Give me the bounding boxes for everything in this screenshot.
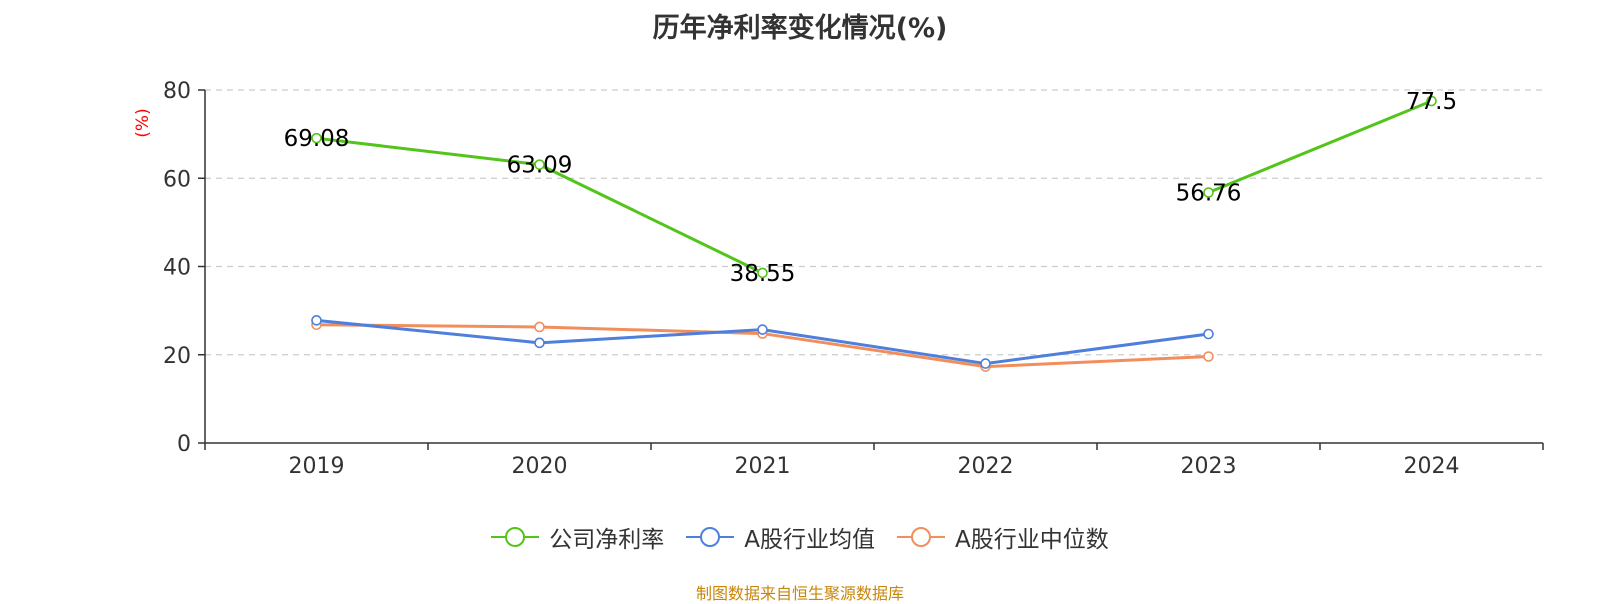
data-point — [1426, 95, 1437, 107]
data-label: 77.5 — [1406, 89, 1457, 115]
legend-marker — [700, 527, 721, 547]
data-label: 38.55 — [730, 261, 796, 287]
data-point — [757, 267, 768, 279]
data-label: 63.09 — [507, 153, 573, 179]
legend-swatch — [897, 527, 945, 547]
y-tick-label: 0 — [177, 432, 191, 457]
data-point — [1203, 351, 1214, 362]
grid-lines — [205, 89, 1543, 356]
x-tick-label: 2020 — [512, 454, 568, 479]
data-point — [534, 337, 545, 349]
data-labels: 69.08 63.09 38.55 56.76 77.5 — [284, 89, 1458, 287]
y-tick-label: 20 — [163, 344, 191, 369]
legend-swatch — [491, 527, 540, 547]
x-tick-label: 2022 — [958, 454, 1014, 479]
data-label: 56.76 — [1176, 181, 1242, 207]
legend-label: A股行业均值 — [744, 527, 875, 553]
data-point — [311, 315, 322, 326]
series-1 — [311, 315, 1214, 369]
data-point — [534, 321, 545, 333]
series-0 — [311, 95, 1437, 279]
data-point — [534, 159, 545, 170]
source-note: 制图数据来自恒生聚源数据库 — [695, 584, 904, 603]
legend-label: A股行业中位数 — [955, 527, 1109, 553]
legend-item[interactable]: A股行业均值 — [686, 520, 875, 554]
y-axis-label: (%) — [133, 108, 153, 137]
data-point — [757, 324, 768, 335]
x-tick-label: 2019 — [289, 454, 345, 479]
x-tick-label: 2021 — [735, 454, 791, 479]
axes: 0 20 40 60 80 2019 2020 2021 2022 2023 2024 — [163, 79, 1544, 479]
y-tick-label: 80 — [163, 79, 191, 104]
data-label: 69.08 — [284, 126, 350, 152]
legend-marker — [911, 527, 931, 547]
x-tick-label: 2023 — [1181, 454, 1237, 479]
chart-title: 历年净利率变化情况(%) — [652, 13, 948, 44]
data-point — [311, 132, 322, 144]
legend-swatch — [686, 527, 735, 547]
data-point — [1203, 328, 1214, 340]
series — [311, 95, 1437, 372]
series-line — [1207, 99, 1433, 194]
legend-item[interactable]: 公司净利率 — [491, 520, 664, 554]
legend: 公司净利率 A股行业均值 A股行业中位数 — [0, 520, 1600, 554]
y-tick-label: 40 — [163, 256, 191, 281]
data-point — [980, 358, 991, 369]
legend-marker — [505, 527, 526, 547]
data-point — [1203, 187, 1214, 198]
x-tick-label: 2024 — [1404, 454, 1460, 479]
y-tick-label: 60 — [163, 167, 191, 192]
legend-label: 公司净利率 — [549, 527, 665, 553]
legend-item[interactable]: A股行业中位数 — [897, 520, 1109, 554]
